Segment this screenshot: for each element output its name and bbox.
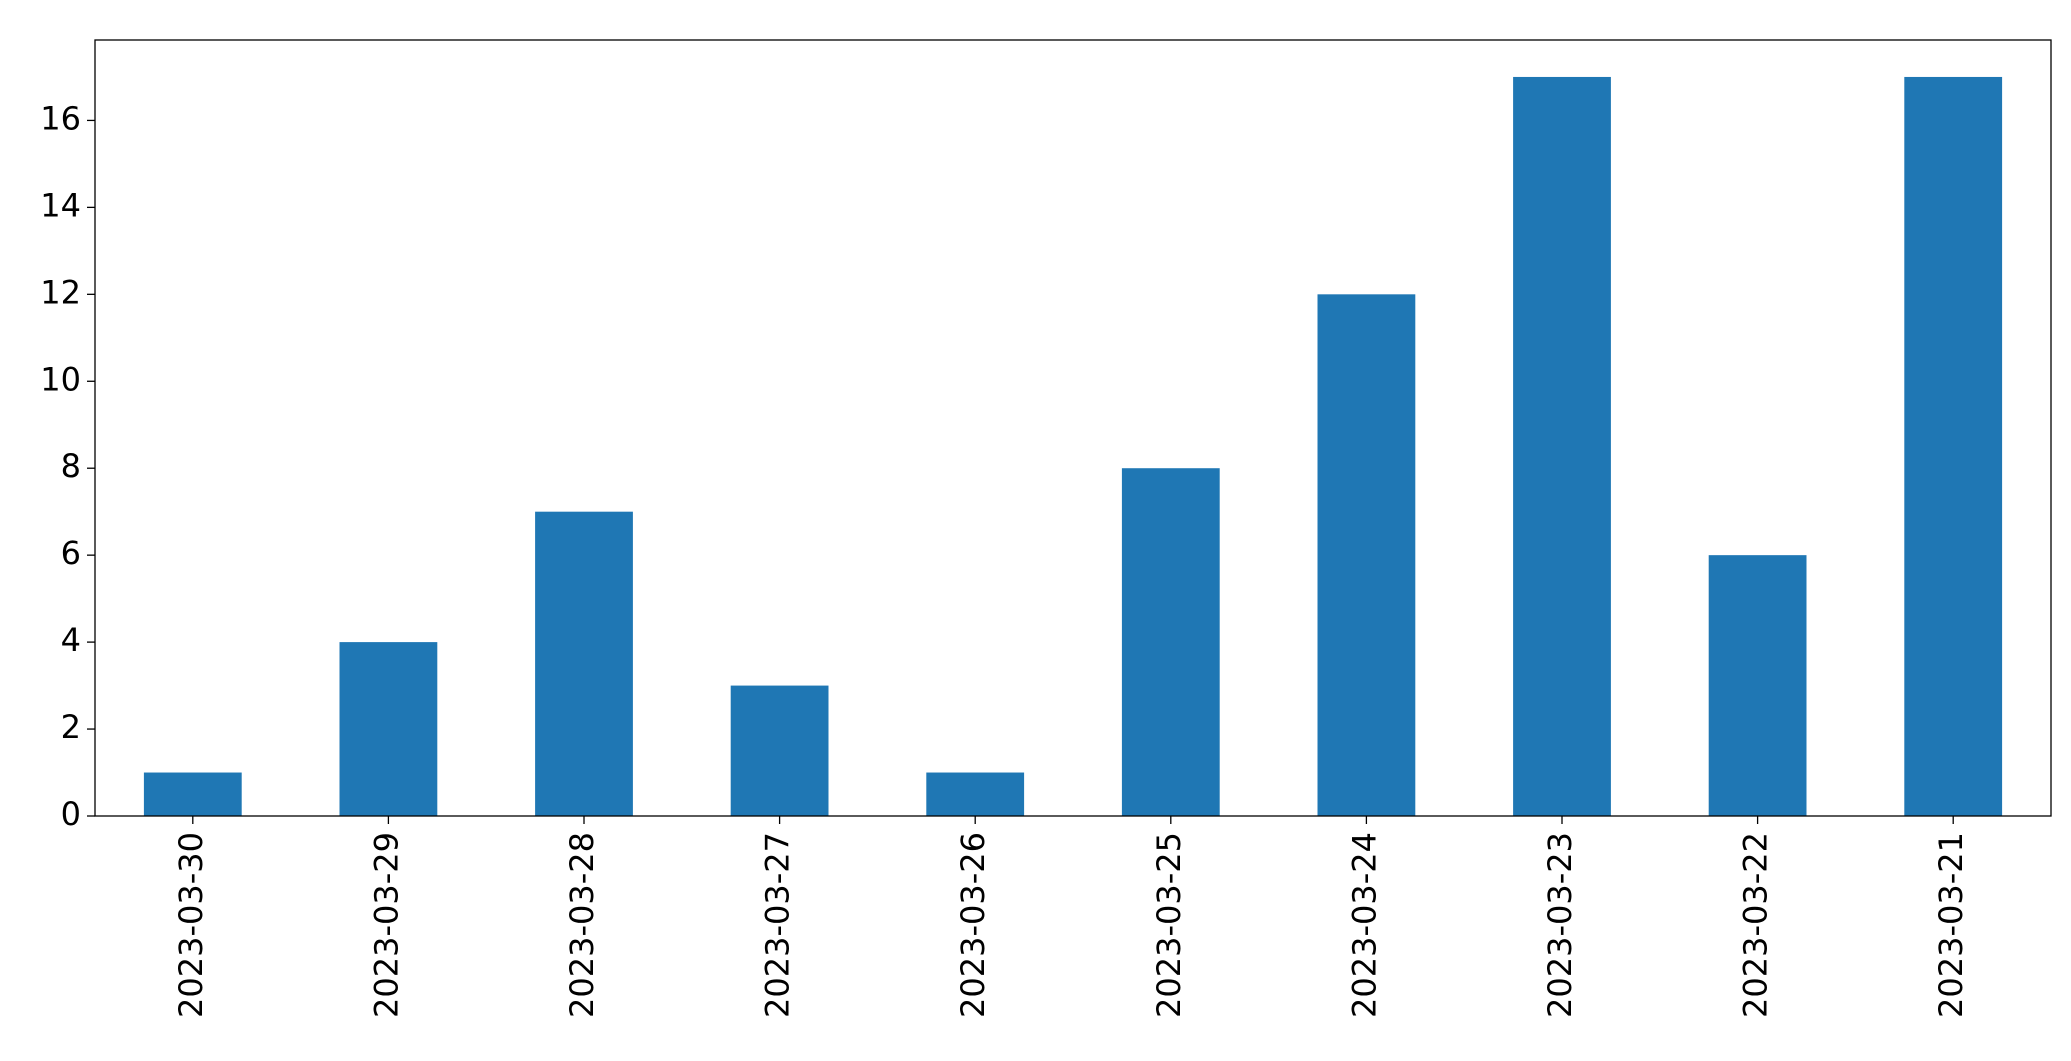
bar	[1708, 555, 1807, 816]
bar	[143, 772, 242, 816]
bar	[339, 642, 438, 816]
y-tick-label: 4	[61, 621, 81, 659]
y-tick-label: 0	[61, 795, 81, 833]
x-tick-label: 2023-03-30	[172, 832, 210, 1018]
bar	[1513, 76, 1611, 816]
y-tick-label: 2	[61, 708, 81, 746]
x-tick-label: 2023-03-22	[1737, 832, 1775, 1018]
x-tick-label: 2023-03-29	[367, 832, 405, 1018]
bar	[1317, 294, 1416, 816]
x-tick-label: 2023-03-25	[1150, 832, 1188, 1018]
y-tick-label: 16	[40, 99, 81, 137]
x-tick-label: 2023-03-26	[954, 832, 992, 1018]
x-tick-label: 2023-03-27	[759, 832, 797, 1018]
bar	[1904, 76, 2003, 816]
bar	[926, 772, 1025, 816]
x-tick-label: 2023-03-24	[1345, 832, 1383, 1018]
bar	[1121, 468, 1220, 816]
bar	[730, 685, 829, 816]
y-tick-label: 8	[61, 447, 81, 485]
x-tick-label: 2023-03-28	[563, 832, 601, 1018]
bar	[535, 511, 633, 816]
x-tick-label: 2023-03-23	[1541, 832, 1579, 1018]
y-tick-label: 6	[61, 534, 81, 572]
y-tick-label: 10	[40, 360, 81, 398]
x-tick-label: 2023-03-21	[1932, 832, 1970, 1018]
plot-frame	[94, 39, 2052, 817]
y-tick-label: 12	[40, 273, 81, 311]
y-tick-label: 14	[40, 186, 81, 224]
